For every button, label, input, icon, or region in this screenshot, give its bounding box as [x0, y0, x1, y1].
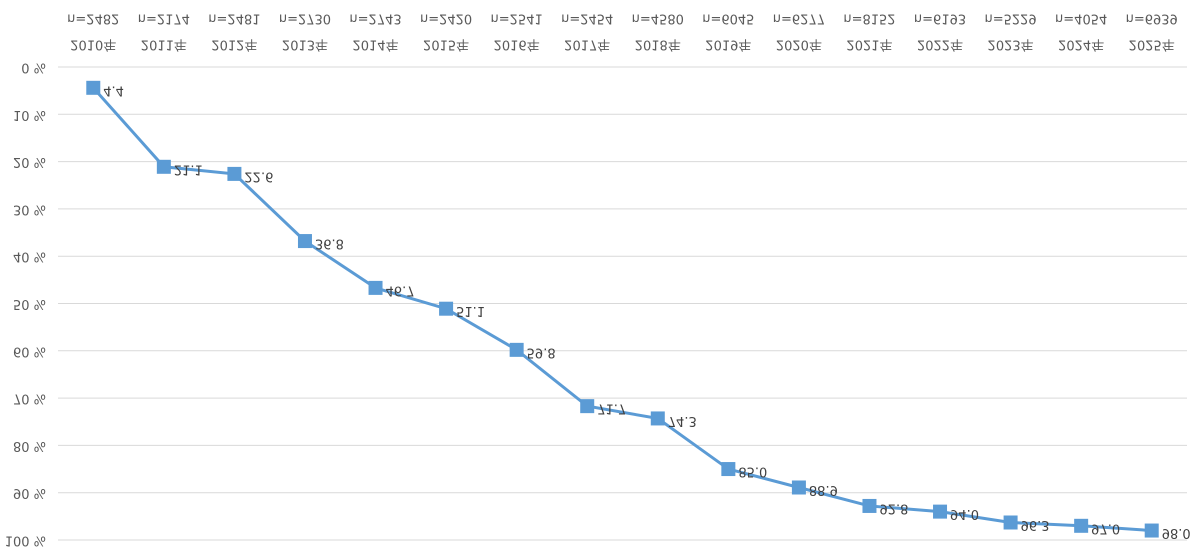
- data-label: 94.0: [950, 506, 979, 521]
- x-tick-label: 2010年: [70, 37, 116, 52]
- marker: [580, 399, 595, 414]
- sample-size-label: n=5229: [984, 11, 1036, 26]
- sample-size-label: n=2730: [279, 11, 331, 26]
- data-label: 98.0: [1162, 525, 1191, 540]
- y-tick-label: 70 %: [13, 391, 46, 406]
- data-label: 51.1: [456, 303, 485, 318]
- x-tick-label: 2013年: [282, 37, 328, 52]
- data-label: 85.0: [738, 464, 767, 479]
- data-label: 46.7: [386, 282, 415, 297]
- data-label: 59.8: [527, 344, 556, 359]
- sample-size-label: n=2420: [420, 11, 472, 26]
- marker: [297, 234, 312, 249]
- sample-size-label: n=2743: [349, 11, 401, 26]
- line: [92, 86, 1152, 533]
- data-label: 92.8: [879, 500, 908, 515]
- sample-size-label: n=6277: [773, 11, 825, 26]
- marker: [1003, 515, 1018, 530]
- sample-size-label: n=6045: [702, 11, 754, 26]
- y-tick-label: 30 %: [13, 201, 46, 216]
- marker: [509, 342, 524, 357]
- marker: [791, 480, 806, 495]
- marker: [368, 280, 383, 295]
- data-label: 22.6: [244, 168, 273, 183]
- x-tick-label: 2018年: [635, 37, 681, 52]
- x-tick-label: 2023年: [988, 37, 1034, 52]
- sample-size-label: n=2454: [561, 11, 613, 26]
- x-tick-label: 2024年: [1058, 37, 1104, 52]
- data-label: 36.8: [315, 236, 344, 251]
- y-tick-label: 40 %: [13, 249, 46, 264]
- x-tick-label: 2019年: [705, 37, 751, 52]
- data-label: 74.3: [668, 413, 697, 428]
- x-tick-label: 2012年: [211, 37, 257, 52]
- data-label: 71.7: [597, 401, 626, 416]
- y-tick-label: 80 %: [13, 438, 46, 453]
- y-tick-label: 0 %: [21, 60, 46, 75]
- data-label: 21.1: [174, 161, 203, 176]
- x-tick-label: 2022年: [917, 37, 963, 52]
- marker: [86, 80, 101, 95]
- marker: [933, 504, 948, 519]
- x-tick-label: 2021年: [846, 37, 892, 52]
- y-tick-label: 90 %: [13, 485, 46, 500]
- sample-size-label: n=6193: [914, 11, 966, 26]
- data-label: 97.0: [1091, 520, 1120, 535]
- y-tick-label: 60 %: [13, 343, 46, 358]
- sample-size-label: n=2481: [208, 11, 260, 26]
- marker: [1144, 523, 1159, 538]
- x-tick-label: 2025年: [1129, 37, 1175, 52]
- marker: [156, 159, 171, 174]
- sample-size-label: n=4054: [1055, 11, 1107, 26]
- x-tick-label: 2014年: [352, 37, 398, 52]
- sample-size-label: n=2482: [67, 11, 119, 26]
- data-label: 88.9: [809, 482, 838, 497]
- marker: [1074, 518, 1089, 533]
- sample-size-label: n=6939: [1126, 11, 1178, 26]
- x-tick-label: 2011年: [141, 37, 187, 52]
- y-tick-label: 20 %: [13, 154, 46, 169]
- marker: [721, 462, 736, 477]
- marker: [650, 411, 665, 426]
- data-label: 4.4: [103, 82, 124, 97]
- x-tick-label: 2020年: [776, 37, 822, 52]
- x-tick-label: 2016年: [494, 37, 540, 52]
- data-label: 96.3: [1021, 517, 1050, 532]
- sample-size-label: n=4580: [632, 11, 684, 26]
- marker: [227, 166, 242, 181]
- marker: [862, 498, 877, 513]
- y-tick-label: 100 %: [5, 533, 46, 548]
- sample-size-label: n=8152: [843, 11, 895, 26]
- y-tick-label: 10 %: [13, 107, 46, 122]
- x-tick-label: 2015年: [423, 37, 469, 52]
- x-tick-label: 2017年: [564, 37, 610, 52]
- y-tick-label: 50 %: [13, 296, 46, 311]
- marker: [439, 301, 454, 316]
- sample-size-label: n=2541: [491, 11, 543, 26]
- sample-size-label: n=2174: [138, 11, 190, 26]
